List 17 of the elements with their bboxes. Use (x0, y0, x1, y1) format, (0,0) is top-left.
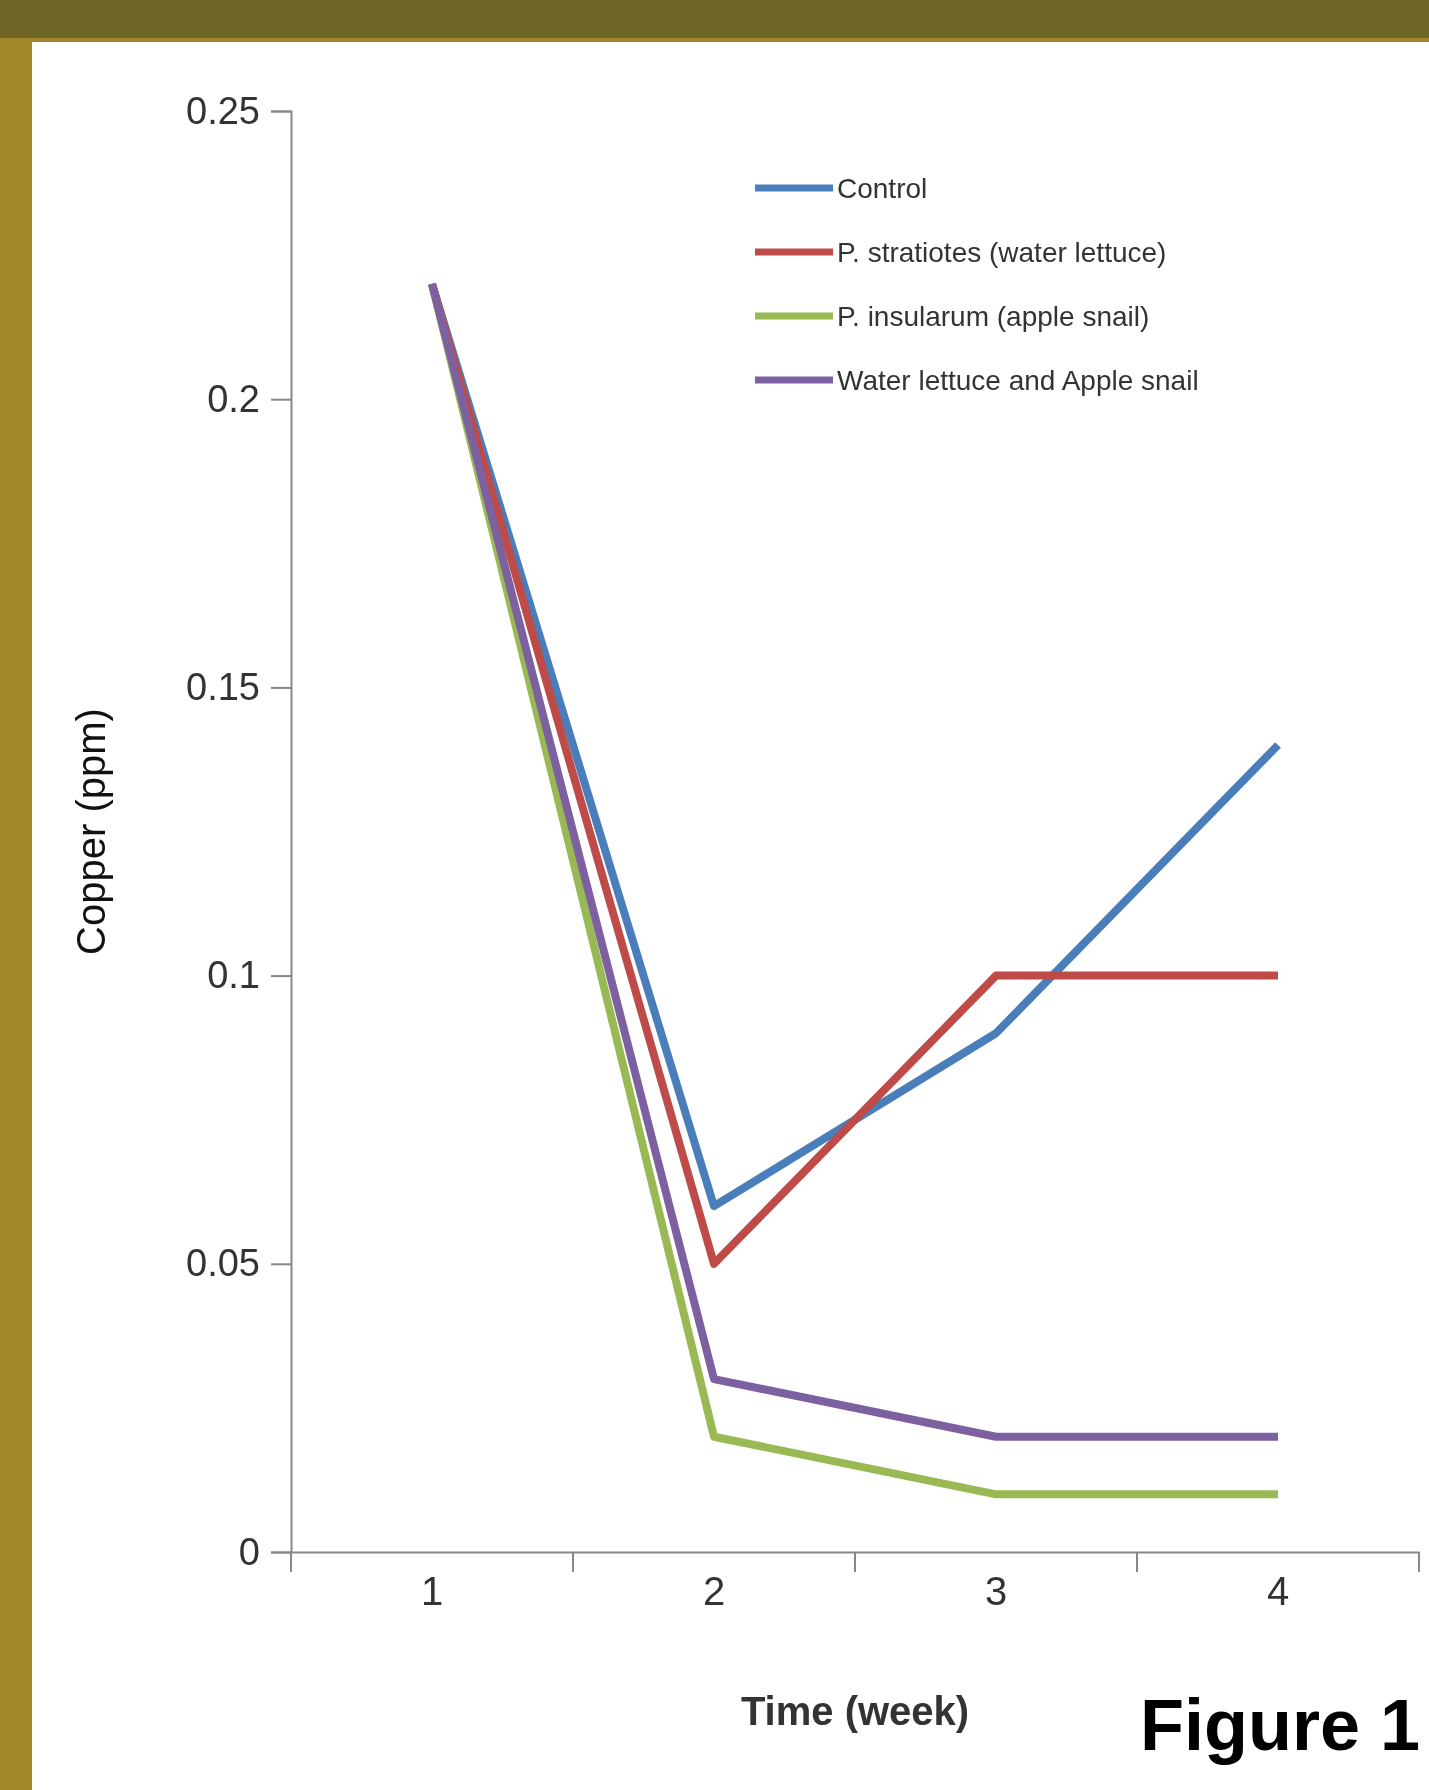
y-tick-label: 0.25 (186, 89, 260, 132)
x-tick-label: 3 (984, 1569, 1008, 1613)
y-tick-label: 0.1 (207, 954, 260, 997)
legend-label: Control (837, 173, 928, 204)
x-tick-label: 2 (702, 1569, 726, 1613)
y-tick-label: 0 (238, 1530, 260, 1573)
x-tick-label: 1 (420, 1569, 444, 1613)
legend-label: P. stratiotes (water lettuce) (837, 237, 1167, 268)
legend-label: P. insularum (apple snail) (837, 301, 1150, 332)
legend-label: Water lettuce and Apple snail (837, 365, 1199, 396)
x-tick-label: 4 (1266, 1569, 1290, 1613)
y-tick-label: 0.05 (186, 1242, 260, 1285)
y-axis-title: Copper (ppm) (69, 708, 113, 955)
x-axis-title: Time (week) (740, 1689, 970, 1733)
y-tick-label: 0.2 (207, 377, 260, 420)
caption: Figure 1 (1139, 1685, 1420, 1765)
y-tick-label: 0.15 (186, 666, 260, 709)
